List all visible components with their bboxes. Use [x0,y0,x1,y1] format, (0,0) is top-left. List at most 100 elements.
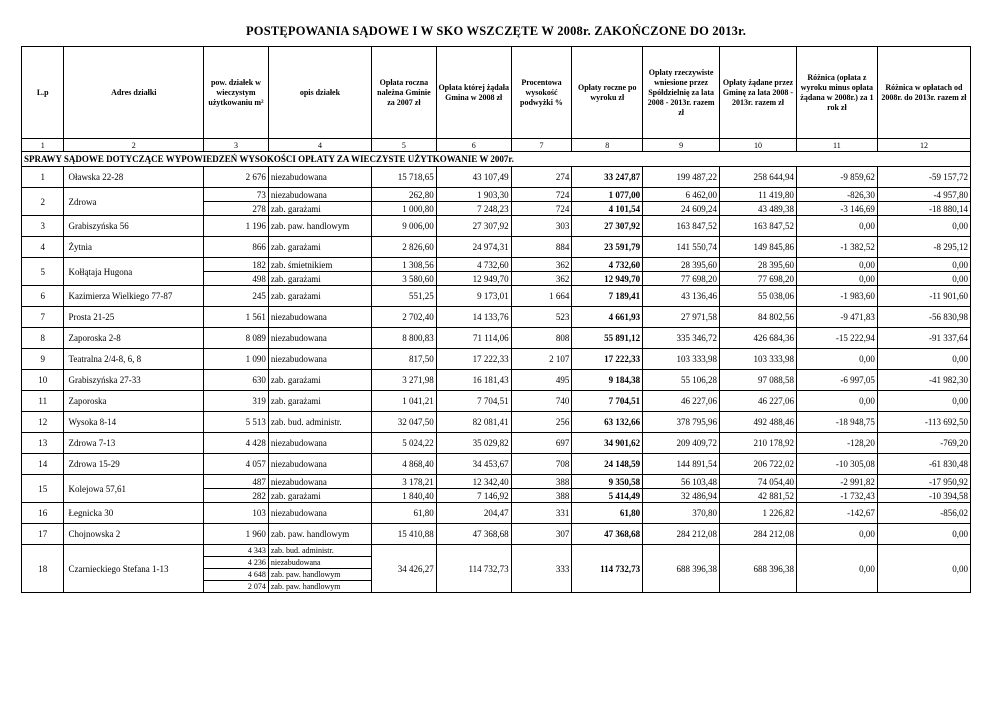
column-number: 5 [371,138,437,152]
table-row: 278 zab. garażami 1 000,80 7 248,23 724 4 101… [22,201,972,216]
cell-value: 7 704,51 [435,390,512,412]
cell-value: 0,00 [876,348,972,370]
cell-lp: 8 [20,327,65,349]
cell-value: 74 054,40 [719,474,797,489]
cell-value: 0,00 [795,523,878,545]
cell-value: 3 178,21 [371,474,437,489]
cell-value: 697 [510,432,573,454]
cell-value: -18 880,14 [876,201,972,216]
cell-description: niezabudowana [267,432,373,454]
cell-value: 0,00 [876,523,972,545]
cell-lp: 5 [20,257,65,286]
cell-value: 5 414,49 [571,488,644,503]
cell-value: 43 489,38 [719,201,797,216]
cell-address: Oławska 22-28 [63,166,205,188]
cell-area: 8 089 [203,327,269,349]
cell-value: 163 847,52 [642,215,721,237]
cell-value: 688 396,38 [642,544,721,593]
cell-value: 740 [510,390,573,412]
cell-value: 47 368,68 [435,523,512,545]
cell-lp: 7 [20,306,65,328]
column-number: 4 [267,138,373,152]
cell-value: 9 184,38 [571,369,644,391]
cell-address: Zdrowa [63,187,205,216]
column-number: 6 [435,138,512,152]
table-head: L.p Adres działki pow. działek w wieczysty… [20,46,972,139]
cell-area: 4 428 [203,432,269,454]
column-number: 3 [203,138,269,152]
cell-value: 55 106,28 [642,369,721,391]
cell-value: -856,02 [876,502,972,524]
cell-lp: 6 [20,285,65,307]
cell-value: 307 [510,523,573,545]
column-number: 8 [571,138,644,152]
cell-value: 43 136,46 [642,285,721,307]
cell-value: 7 248,23 [435,201,512,216]
cell-value: 47 368,68 [571,523,644,545]
cell-description: zab. paw. handlowym [267,523,373,545]
cell-value: 0,00 [876,215,972,237]
cell-value: 34 453,67 [435,453,512,475]
cell-description: zab. paw. handlowym [267,568,373,581]
cell-area: 73 [203,187,269,202]
cell-area: 2 676 [203,166,269,188]
cell-value: 14 133,76 [435,306,512,328]
cell-value: 61,80 [371,502,437,524]
cell-value: -8 295,12 [876,236,972,258]
column-number: 1 [20,138,65,152]
table-row: 16 Łegnicka 30 103 niezabudowana 61,80 204,47… [20,502,972,524]
cell-value: 32 047,50 [371,411,437,433]
cell-value: 24 609,24 [642,201,721,216]
cell-description: niezabudowana [267,327,373,349]
cell-description: niezabudowana [267,453,373,475]
cell-value: -1 382,52 [795,236,878,258]
column-number: 12 [876,138,972,152]
cell-address: Zdrowa 7-13 [63,432,205,454]
cell-value: 84 802,56 [719,306,797,328]
cell-value: 4 868,40 [371,453,437,475]
cell-value: 97 088,58 [719,369,797,391]
cell-value: 1 041,21 [371,390,437,412]
table-row: 8 Zaporoska 2-8 8 089 niezabudowana 8 800,83… [20,327,972,349]
cell-area: 630 [203,369,269,391]
cell-address: Teatralna 2/4-8, 6, 8 [63,348,205,370]
cell-value: -142,67 [795,502,878,524]
cell-description: zab. garażami [267,201,373,216]
cell-value: 103 333,98 [642,348,721,370]
cell-description: niezabudowana [267,166,373,188]
cell-value: -9 471,83 [795,306,878,328]
table-row: 15 Kolejowa 57,61 487 niezabudowana 3 178,21… [20,474,972,503]
table-row: 11 Zaporoska 319 zab. garażami 1 041,21 7 704… [20,390,972,412]
cell-description: niezabudowana [267,187,373,202]
cell-value: 688 396,38 [719,544,797,593]
cell-value: 27 971,58 [642,306,721,328]
cell-value: 258 644,94 [719,166,797,188]
cell-value: 17 222,33 [435,348,512,370]
cell-description: zab. garażami [267,390,373,412]
cell-value: 7 146,92 [435,488,512,503]
cell-value: -6 997,05 [795,369,878,391]
cell-area: 1 561 [203,306,269,328]
cell-value: 724 [510,187,573,202]
cell-value: 209 409,72 [642,432,721,454]
cell-value: 1 840,40 [371,488,437,503]
column-header: Opłaty żądane przez Gminę za lata 2008 -… [719,46,797,139]
cell-address: Łegnicka 30 [63,502,205,524]
cell-value: -61 830,48 [876,453,972,475]
cell-value: -59 157,72 [876,166,972,188]
cell-area: 1 196 [203,215,269,237]
column-header: Opłaty rzeczywiste wniesione przez Spółd… [642,46,721,139]
cell-lp: 4 [20,236,65,258]
cell-area: 4 343 [203,544,269,557]
cell-value: 1 226,82 [719,502,797,524]
cell-description: zab. paw. handlowym [267,580,373,593]
cell-value: 1 903,30 [435,187,512,202]
cell-address: Grabiszyńska 27-33 [63,369,205,391]
cell-lp: 10 [20,369,65,391]
cell-lp: 12 [20,411,65,433]
cell-value: 426 684,36 [719,327,797,349]
cell-description: zab. garażami [267,285,373,307]
cell-value: -1 732,43 [795,488,878,503]
